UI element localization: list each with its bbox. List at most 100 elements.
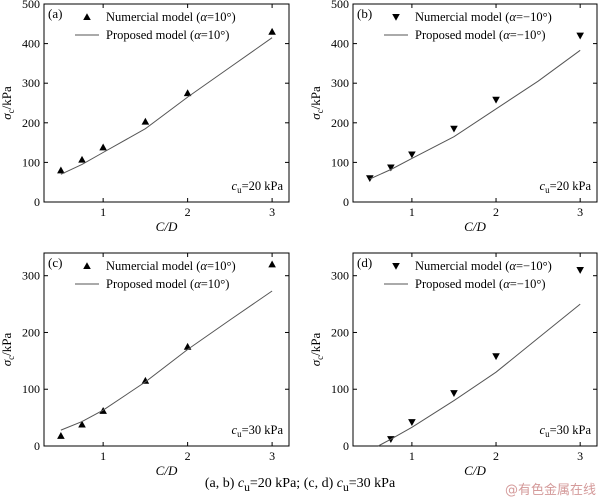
legend-text-end: =10°) [207, 10, 236, 24]
y-axis-label: σc/kPa [308, 333, 325, 367]
annotation-symbol: c [232, 423, 238, 437]
data-point-numerical [492, 353, 500, 361]
data-point-numerical [57, 431, 65, 439]
legend-marker-swatch [392, 262, 400, 270]
x-axis-label: C/D [156, 463, 178, 476]
legend-entry-label: Proposed model (α=10°) [106, 277, 229, 291]
legend-text: Proposed model ( [106, 277, 194, 291]
y-tick-label: 500 [331, 0, 349, 11]
x-tick-label: 2 [185, 449, 191, 463]
y-tick-label: 500 [22, 0, 40, 11]
annotation-value: =20 kPa [550, 179, 592, 193]
legend-variable: α [200, 10, 207, 24]
condition-annotation: cu=20 kPa [232, 179, 284, 195]
panel-label: (d) [357, 255, 372, 270]
y-axis-label-unit: /kPa [308, 86, 323, 109]
annotation-value: =30 kPa [242, 423, 284, 437]
condition-annotation: cu=30 kPa [232, 423, 284, 439]
data-point-numerical [141, 117, 150, 125]
legend-text-end: =10°) [201, 277, 230, 291]
legend-entry-label: Numercial model (α=10°) [106, 10, 236, 24]
plot-frame [43, 252, 290, 447]
y-axis-label-subscript: c [6, 356, 16, 360]
data-point-numerical [450, 390, 458, 398]
data-point-numerical [99, 143, 107, 151]
legend-text-end: =10°) [207, 259, 236, 273]
y-tick-label: 300 [22, 76, 40, 90]
caption-sub-1: u [244, 480, 250, 494]
y-axis-label-unit: /kPa [0, 86, 14, 109]
panel-label: (a) [48, 6, 62, 21]
x-tick-label: 1 [409, 449, 415, 463]
data-point-numerical [57, 166, 65, 174]
data-point-numerical [576, 266, 584, 274]
legend-variable: α [503, 277, 510, 291]
x-tick-label: 1 [409, 205, 415, 219]
data-point-numerical [183, 89, 192, 97]
x-tick-label: 3 [269, 205, 275, 219]
y-axis-label-unit: /kPa [308, 333, 323, 356]
y-tick-label: 100 [331, 155, 349, 169]
data-point-numerical [387, 164, 395, 172]
data-point-numerical [78, 155, 86, 163]
legend-text-end: =−10°) [516, 10, 552, 24]
annotation-symbol: c [540, 179, 546, 193]
data-point-numerical [576, 32, 584, 40]
x-axis-label: C/D [156, 219, 178, 234]
y-tick-label: 0 [343, 439, 349, 453]
legend-variable: α [194, 277, 201, 291]
annotation-symbol: c [232, 179, 238, 193]
x-tick-label: 3 [577, 205, 583, 219]
data-point-numerical [268, 260, 276, 268]
series-line-proposed [377, 303, 581, 447]
caption-part-1: (a, b) [204, 476, 238, 491]
legend-text: Proposed model ( [415, 277, 503, 291]
y-tick-label: 200 [331, 116, 349, 130]
y-axis-label-unit: /kPa [0, 333, 14, 356]
legend-entry-label: Numercial model (α=−10°) [415, 10, 552, 24]
data-point-numerical [408, 151, 416, 159]
data-point-numerical [183, 342, 192, 350]
x-tick-label: 2 [493, 205, 499, 219]
y-axis-label-subscript: c [315, 109, 325, 113]
legend-entry-label: Numercial model (α=10°) [106, 259, 236, 273]
annotation-subscript: u [545, 429, 550, 439]
series-line-proposed [60, 37, 273, 175]
legend-text-end: =−10°) [510, 28, 546, 42]
data-point-numerical [78, 420, 86, 428]
caption-var-2: c [336, 476, 343, 491]
data-point-numerical [268, 27, 276, 35]
y-tick-label: 100 [331, 382, 349, 396]
legend-entry-label: Proposed model (α=−10°) [415, 28, 546, 42]
caption-part-2: =20 kPa; (c, d) [249, 476, 337, 491]
y-tick-label: 300 [22, 269, 40, 283]
y-axis-label: σc/kPa [0, 333, 16, 367]
y-tick-label: 100 [22, 155, 40, 169]
plot-frame [43, 3, 290, 203]
x-tick-label: 2 [493, 449, 499, 463]
x-tick-label: 2 [185, 205, 191, 219]
legend-variable: α [509, 10, 516, 24]
y-tick-label: 300 [331, 269, 349, 283]
annotation-subscript: u [237, 429, 242, 439]
y-tick-label: 300 [331, 76, 349, 90]
series-line-proposed [60, 290, 273, 431]
legend-text-end: =10°) [201, 28, 230, 42]
legend-text-end: =−10°) [510, 277, 546, 291]
y-axis-label-symbol: σ [0, 359, 14, 366]
y-axis-label: σc/kPa [308, 86, 325, 120]
caption-sub-2: u [342, 480, 349, 494]
data-point-numerical [492, 96, 500, 104]
y-axis-label-subscript: c [6, 109, 16, 113]
data-point-numerical [450, 125, 458, 133]
annotation-symbol: c [540, 423, 546, 437]
annotation-value: =30 kPa [550, 423, 592, 437]
plot-frame [352, 3, 598, 203]
series-line-proposed [369, 49, 581, 180]
legend-text: Proposed model ( [415, 28, 503, 42]
panel-label: (b) [357, 6, 372, 21]
legend-entry-label: Numercial model (α=−10°) [415, 259, 552, 273]
